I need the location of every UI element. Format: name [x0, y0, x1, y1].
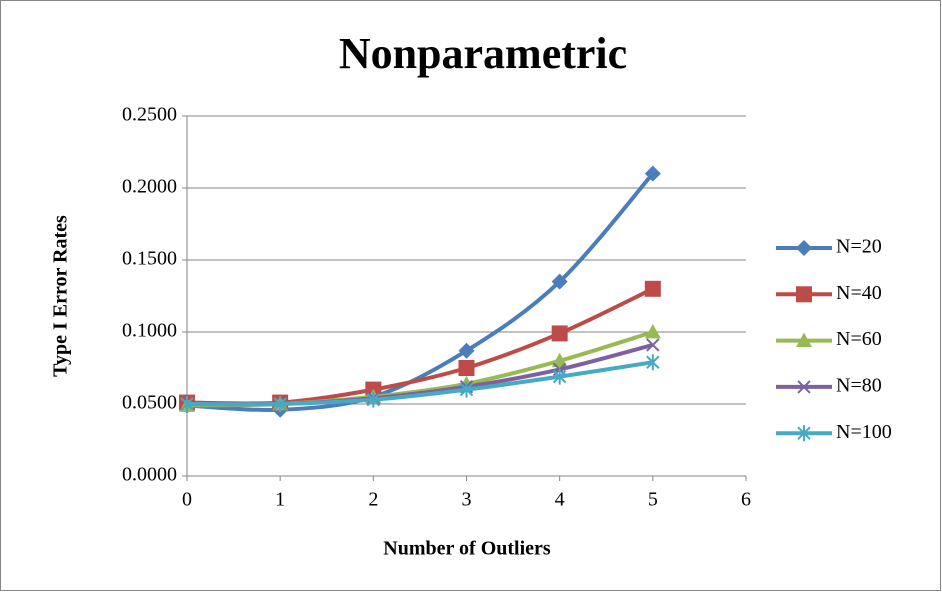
y-tick-label: 0.0500: [122, 392, 177, 414]
marker: [180, 396, 194, 412]
marker: [551, 325, 568, 342]
marker: [458, 342, 475, 359]
marker: [273, 396, 287, 412]
series-line: [186, 360, 654, 407]
x-tick-label: 0: [182, 489, 192, 511]
marker: [644, 165, 661, 182]
marker: [552, 368, 567, 385]
chart-title: Nonparametric: [339, 29, 627, 78]
marker: [796, 286, 812, 303]
y-axis-title: Type I Error Rates: [50, 215, 72, 377]
legend-label: N=60: [836, 328, 882, 350]
y-tick-label: 0.1500: [122, 248, 177, 270]
marker: [797, 380, 811, 394]
x-tick-label: 1: [275, 489, 285, 511]
y-tick-label: 0.2500: [122, 104, 177, 126]
x-tick-label: 2: [368, 489, 378, 511]
x-tick-label: 4: [555, 489, 565, 511]
marker: [646, 354, 660, 371]
x-tick-label: 6: [741, 489, 751, 511]
marker: [459, 381, 474, 398]
marker: [366, 391, 381, 408]
x-axis-title: Number of Outliers: [383, 538, 551, 560]
legend-label: N=80: [836, 374, 882, 396]
x-tick-label: 3: [462, 489, 472, 511]
y-tick-label: 0.2000: [122, 176, 177, 198]
marker: [551, 273, 568, 290]
legend-label: N=100: [836, 421, 892, 443]
y-tick-label: 0.0000: [122, 464, 177, 486]
marker: [797, 425, 811, 442]
marker: [796, 332, 812, 347]
marker: [646, 338, 660, 352]
marker: [796, 240, 812, 256]
legend-label: N=20: [836, 236, 882, 258]
marker: [644, 324, 661, 339]
legend-label: N=40: [836, 282, 882, 304]
marker: [551, 352, 568, 368]
marker: [458, 360, 475, 376]
marker: [644, 280, 661, 297]
y-tick-label: 0.1000: [122, 320, 177, 342]
x-tick-label: 5: [648, 489, 658, 511]
